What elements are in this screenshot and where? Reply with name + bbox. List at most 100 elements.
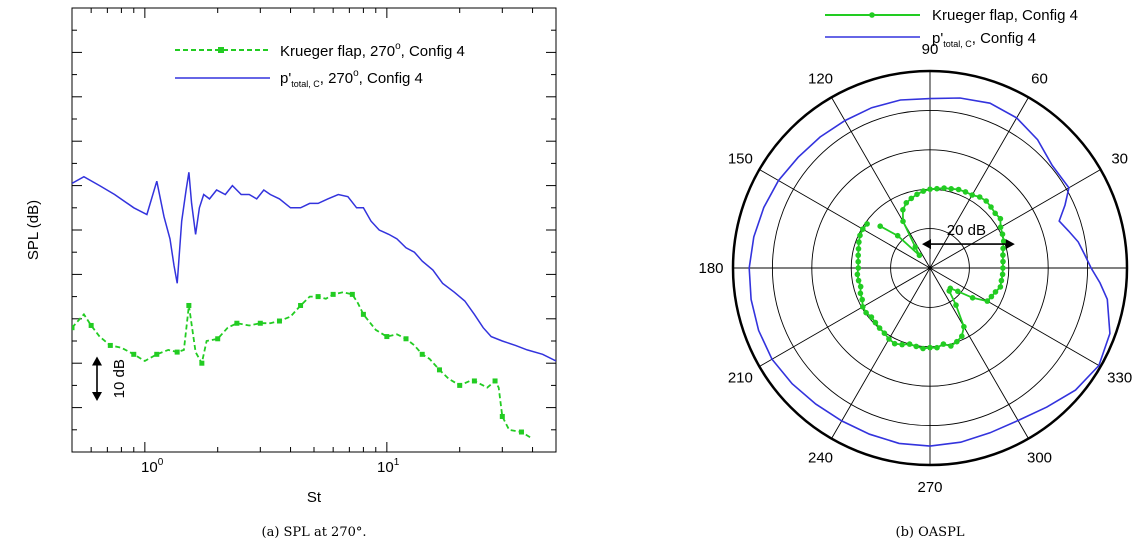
polar-marker [912, 244, 919, 250]
spl-marker-0 [174, 349, 180, 355]
polar-marker [855, 265, 862, 271]
polar-marker [914, 191, 920, 198]
polar-marker [1000, 258, 1006, 265]
polar-marker [859, 296, 865, 303]
polar-marker [900, 207, 906, 213]
polar-marker [934, 344, 940, 351]
polar-marker [860, 304, 866, 310]
polar-marker [959, 333, 965, 340]
spl-marker-0 [518, 429, 524, 435]
polar-angle-label: 270 [917, 479, 942, 496]
polar-marker [955, 186, 962, 193]
polar-marker [969, 192, 975, 198]
polar-marker [920, 188, 927, 194]
polar-marker [988, 204, 994, 210]
polar-marker [984, 298, 991, 304]
polar-spoke [831, 267, 931, 439]
polar-marker [955, 288, 961, 295]
polar-marker [927, 344, 933, 351]
spl-marker-0 [349, 291, 355, 297]
polar-angle-label: 180 [698, 260, 723, 277]
polar-marker [894, 232, 901, 239]
polar-spoke [831, 97, 931, 269]
polar-marker [941, 185, 947, 191]
spl-x-tick-exp-1: 1 [394, 457, 400, 468]
polar-marker [891, 340, 898, 347]
polar-spoke [929, 169, 1101, 269]
spl-marker-0 [298, 302, 304, 308]
spl-scale-arrow-bottom [92, 391, 102, 401]
spl-scale-bar-label: 10 dB [111, 359, 128, 398]
polar-marker [920, 345, 926, 352]
polar-legend: Krueger flap, Config 4 p'total, C, Confi… [825, 7, 1078, 49]
polar-marker [999, 271, 1006, 278]
polar-marker [855, 277, 862, 284]
spl-marker-0 [403, 336, 409, 342]
polar-marker [868, 314, 875, 320]
spl-marker-0 [436, 367, 442, 373]
spl-marker-0 [131, 351, 137, 357]
polar-marker [855, 246, 862, 252]
spl-marker-0 [199, 360, 205, 366]
polar-marker [997, 215, 1004, 222]
polar-series [748, 97, 1111, 447]
spl-marker-0 [330, 291, 336, 297]
polar-scale-arrow-left [922, 239, 931, 250]
spl-marker-0 [154, 351, 160, 357]
polar-spoke [759, 169, 931, 269]
polar-marker [854, 271, 861, 278]
polar-spoke [759, 267, 931, 367]
spl-marker-0 [471, 378, 477, 384]
polar-marker [997, 224, 1004, 230]
spl-marker-0 [186, 302, 192, 308]
polar-marker [908, 195, 915, 202]
polar-marker [998, 277, 1005, 284]
spl-x-axis-label: St [307, 489, 322, 506]
polar-marker [863, 309, 869, 316]
spl-marker-0 [499, 413, 505, 419]
polar-marker [906, 341, 913, 347]
polar-marker [962, 189, 969, 195]
spl-marker-0 [107, 342, 113, 348]
spl-caption: (a) SPL at 270°. [262, 525, 367, 540]
polar-marker [876, 325, 883, 331]
polar-marker [999, 231, 1006, 237]
spl-legend: Krueger flap, 270o, Config 4 p'total, C,… [175, 41, 465, 89]
polar-marker [927, 186, 933, 192]
polar-angle-label: 30 [1111, 151, 1128, 168]
polar-spoke [929, 97, 1029, 269]
polar-marker [899, 341, 905, 348]
spl-marker-0 [419, 351, 425, 357]
spl-marker-0 [72, 325, 75, 331]
polar-marker [948, 343, 954, 349]
polar-marker [992, 289, 999, 295]
spl-marker-0 [384, 334, 390, 340]
spl-axis-ticks [71, 7, 557, 453]
spl-marker-0 [492, 378, 498, 384]
polar-marker [947, 285, 954, 292]
spl-x-tick-label-1: 101 [377, 457, 400, 476]
spl-series-line-0 [72, 291, 533, 440]
polar-angle-label: 330 [1107, 370, 1132, 387]
polar-marker [860, 226, 866, 232]
polar-angle-label: 300 [1027, 450, 1052, 467]
spl-series-line-1 [72, 172, 556, 362]
spl-series [72, 172, 556, 440]
spl-marker-0 [257, 320, 263, 326]
spl-scale-arrow-top [92, 356, 102, 366]
polar-marker [1000, 252, 1006, 258]
polar-marker [855, 252, 861, 259]
polar-spoke [929, 267, 1029, 439]
spl-y-axis-label: SPL (dB) [25, 200, 42, 260]
spl-marker-0 [234, 320, 240, 326]
polar-caption: (b) OASPL [896, 525, 965, 540]
spl-x-tick-label-0: 100 [141, 457, 164, 476]
polar-legend-label-krueger: Krueger flap, Config 4 [932, 7, 1078, 24]
polar-marker [916, 252, 923, 259]
polar-marker [953, 302, 959, 308]
polar-marker [934, 185, 940, 192]
polar-marker [872, 319, 879, 326]
polar-marker [881, 330, 888, 337]
polar-angle-labels: 0306090120150180210240270300330 [698, 41, 1132, 496]
